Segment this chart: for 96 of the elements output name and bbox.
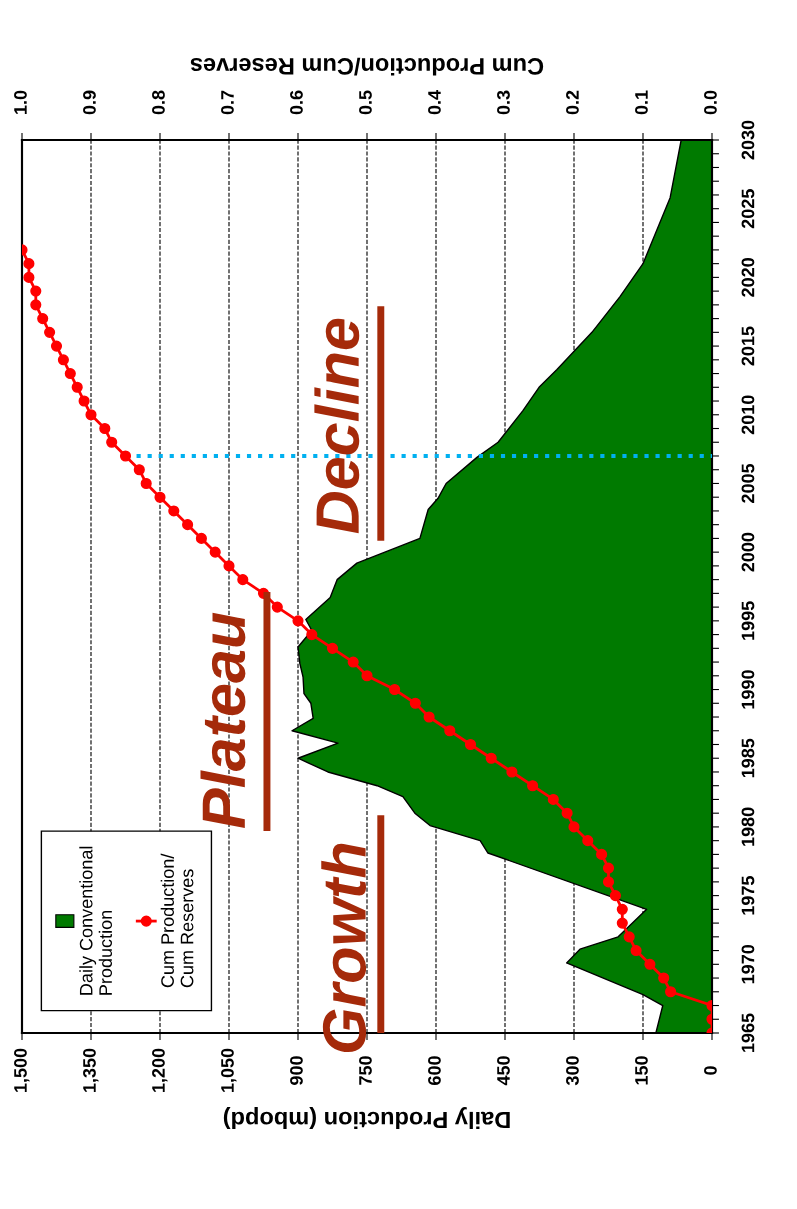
- y-tick-label: 1990: [741, 670, 755, 709]
- point: [658, 972, 670, 984]
- point: [85, 409, 97, 421]
- point: [37, 313, 49, 325]
- point: [547, 793, 559, 806]
- point: [106, 436, 118, 448]
- point: [630, 945, 642, 957]
- x-tick-label: 300: [566, 1056, 579, 1086]
- point: [506, 766, 518, 778]
- y-tick-label: 1980: [741, 807, 755, 846]
- point: [223, 560, 235, 572]
- point: [154, 491, 166, 503]
- y-tick-label: 2010: [741, 395, 755, 435]
- annotation: Plateau: [200, 612, 246, 829]
- point: [140, 477, 152, 490]
- point: [361, 670, 373, 682]
- point: [271, 601, 283, 613]
- annotation: Growth: [321, 843, 367, 1053]
- x-axis-title: Daily Production (mbopd): [223, 1106, 510, 1129]
- point: [326, 642, 339, 654]
- point: [306, 629, 318, 641]
- x2-tick-label: 0.8: [152, 90, 165, 115]
- point: [23, 271, 35, 283]
- x-tick-label: 0: [704, 1066, 717, 1075]
- legend-label: Daily Conventional Production: [79, 846, 112, 995]
- x-tick-label: 1,500: [14, 1048, 30, 1092]
- x-tick-label: 450: [497, 1056, 510, 1086]
- point: [568, 821, 580, 833]
- x2-tick-label: 0.0: [704, 90, 717, 115]
- point: [30, 299, 42, 311]
- x-tick-label: 750: [359, 1056, 372, 1085]
- x2-tick-label: 0.7: [221, 90, 234, 115]
- point: [609, 890, 621, 902]
- point: [444, 725, 456, 737]
- point: [292, 615, 304, 627]
- x-tick-label: 900: [290, 1056, 303, 1085]
- point: [44, 326, 56, 338]
- point: [209, 546, 221, 558]
- point: [423, 711, 435, 723]
- x2-tick-label: 0.3: [497, 90, 510, 115]
- x2-tick-label: 0.5: [359, 90, 372, 115]
- x-tick-label: 1,350: [83, 1048, 99, 1092]
- x2-tick-label: 1.0: [14, 90, 27, 114]
- x2-tick-label: 0.9: [83, 90, 96, 115]
- point: [133, 464, 145, 476]
- y-tick-label: 1975: [741, 876, 755, 915]
- y-tick-label: 2015: [741, 326, 755, 366]
- point: [237, 574, 249, 586]
- annotation: Decline: [314, 318, 360, 534]
- point: [616, 917, 628, 929]
- point: [23, 258, 35, 270]
- point: [596, 848, 608, 860]
- y-tick-label: 1985: [741, 738, 755, 778]
- y-tick-label: 2005: [741, 463, 755, 503]
- x-tick-label: 150: [635, 1056, 648, 1085]
- x2-tick-label: 0.1: [635, 90, 648, 115]
- point: [644, 958, 656, 970]
- point: [582, 835, 594, 847]
- point: [602, 862, 615, 874]
- point: [347, 656, 359, 668]
- point: [99, 422, 111, 435]
- legend-label: Cum Production/ Cum Reserves: [160, 853, 194, 988]
- x2-tick-label: 0.4: [428, 90, 441, 115]
- x2-axis-title: Cum Production/Cum Reserves: [190, 57, 544, 76]
- x2-tick-label: 0.6: [290, 90, 303, 115]
- point: [168, 505, 180, 517]
- y-tick-label: 2000: [741, 532, 755, 572]
- point: [195, 532, 207, 544]
- point: [623, 931, 635, 943]
- y-tick-label: 1995: [741, 601, 755, 640]
- point: [616, 903, 628, 915]
- point: [119, 450, 132, 462]
- point: [409, 697, 421, 709]
- point: [57, 354, 69, 366]
- y-tick-label: 2025: [741, 189, 755, 229]
- point: [527, 780, 539, 792]
- point: [71, 381, 83, 393]
- y-tick-label: 1965: [741, 1013, 755, 1052]
- point: [464, 738, 477, 751]
- point: [182, 519, 194, 531]
- point: [602, 876, 615, 888]
- point: [561, 807, 573, 819]
- y-tick-label: 2020: [741, 258, 755, 297]
- x2-tick-label: 0.2: [566, 90, 579, 115]
- point: [389, 683, 401, 696]
- point: [50, 340, 63, 352]
- y-tick-label: 2030: [741, 120, 755, 160]
- point: [30, 285, 42, 297]
- point: [485, 752, 497, 764]
- point: [64, 367, 76, 380]
- x-tick-label: 1,200: [152, 1048, 168, 1092]
- x-tick-label: 600: [428, 1056, 441, 1085]
- y-tick-label: 1970: [741, 944, 755, 984]
- point: [665, 986, 677, 998]
- x-tick-label: 1,050: [221, 1048, 237, 1092]
- point: [78, 395, 90, 407]
